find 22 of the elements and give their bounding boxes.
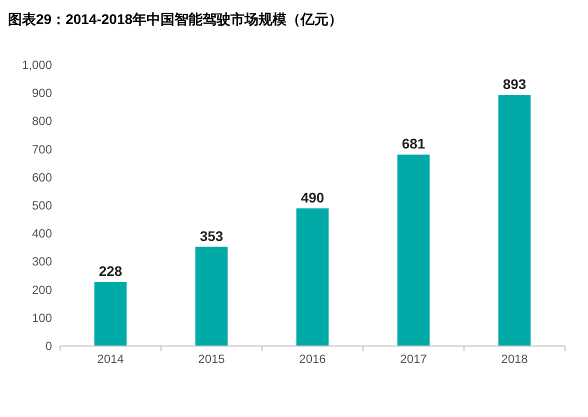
title: 图表29：2014-2018年中国智能驾驶市场规模（亿元）	[8, 11, 343, 27]
ytick: 300	[32, 254, 52, 269]
xtick: 2015	[198, 352, 225, 366]
data-label: 353	[200, 228, 224, 244]
ytick: 1,000	[22, 58, 52, 72]
ytick: 700	[32, 142, 52, 156]
xtick: 2014	[97, 352, 124, 366]
data-label: 228	[98, 262, 122, 279]
data-label: 893	[502, 76, 526, 92]
ytick: 500	[32, 198, 52, 212]
ytick: 400	[32, 226, 52, 241]
ytick: 600	[32, 170, 52, 184]
ytick: 100	[32, 310, 52, 325]
ytick: 0	[45, 339, 52, 353]
xtick: 2018	[501, 352, 528, 366]
ytick: 200	[32, 282, 52, 297]
data-label: 490	[300, 189, 324, 206]
xtick: 2016	[299, 352, 326, 366]
ytick: 800	[32, 114, 52, 128]
xtick: 2017	[400, 352, 427, 366]
data-label: 681	[402, 136, 426, 152]
ytick: 900	[32, 86, 52, 100]
